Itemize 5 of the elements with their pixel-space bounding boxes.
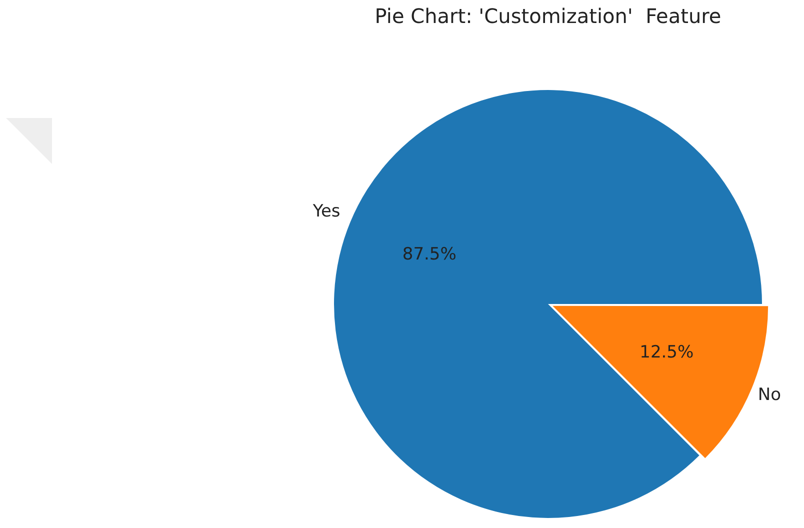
data-label: 87.5% <box>402 244 456 264</box>
chart-title: Pie Chart: 'Customization' Feature <box>374 4 722 28</box>
slice-label: No <box>758 385 781 406</box>
data-label: 12.5% <box>640 342 694 363</box>
slice-label: Yes <box>312 202 340 222</box>
